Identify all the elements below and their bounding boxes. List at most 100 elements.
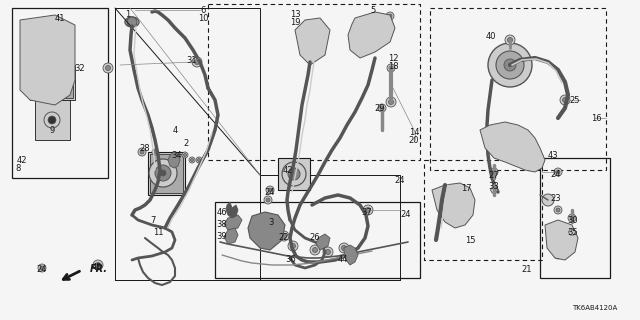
Text: 13: 13 — [290, 10, 300, 19]
Polygon shape — [490, 187, 497, 193]
Bar — [12, 8, 108, 178]
Text: 17: 17 — [461, 183, 471, 193]
Text: 36: 36 — [285, 255, 296, 265]
Circle shape — [279, 231, 289, 241]
Circle shape — [182, 152, 188, 158]
Circle shape — [189, 157, 195, 163]
Circle shape — [386, 97, 396, 107]
Circle shape — [490, 168, 498, 176]
Text: 6: 6 — [200, 5, 205, 14]
Circle shape — [505, 35, 515, 45]
Polygon shape — [344, 245, 358, 265]
Circle shape — [389, 66, 393, 70]
Polygon shape — [224, 215, 242, 230]
Circle shape — [556, 170, 560, 174]
Text: 27: 27 — [489, 171, 499, 180]
Circle shape — [152, 149, 158, 155]
Bar — [278, 158, 310, 190]
Circle shape — [268, 188, 272, 192]
Text: 20: 20 — [409, 135, 419, 145]
Circle shape — [570, 216, 574, 220]
Text: 45: 45 — [92, 263, 102, 273]
Circle shape — [504, 59, 516, 71]
Text: 3: 3 — [268, 218, 274, 227]
Text: 15: 15 — [465, 236, 476, 244]
Text: 34: 34 — [172, 150, 182, 159]
Circle shape — [266, 186, 274, 194]
Circle shape — [154, 150, 157, 154]
Circle shape — [160, 170, 166, 176]
Circle shape — [312, 247, 317, 252]
Text: 2: 2 — [184, 139, 189, 148]
Text: 10: 10 — [198, 13, 208, 22]
Circle shape — [95, 262, 100, 268]
Text: 11: 11 — [153, 228, 163, 236]
Text: 35: 35 — [568, 228, 579, 236]
Text: FR.: FR. — [90, 264, 108, 274]
Text: 37: 37 — [362, 207, 372, 217]
Text: 22: 22 — [279, 233, 289, 242]
Circle shape — [138, 148, 146, 156]
Circle shape — [305, 28, 319, 42]
Circle shape — [310, 245, 320, 255]
Text: 42: 42 — [283, 165, 293, 174]
Circle shape — [323, 247, 333, 257]
Circle shape — [266, 198, 270, 202]
Circle shape — [93, 260, 103, 270]
Text: 23: 23 — [550, 194, 561, 203]
Polygon shape — [545, 220, 578, 260]
Circle shape — [554, 168, 562, 176]
Circle shape — [38, 264, 46, 272]
Bar — [430, 8, 606, 170]
Circle shape — [195, 60, 200, 65]
Text: 5: 5 — [371, 5, 376, 14]
Circle shape — [554, 251, 562, 259]
Bar — [148, 152, 185, 195]
Text: 14: 14 — [409, 127, 419, 137]
Text: 4: 4 — [172, 125, 178, 134]
Text: 40: 40 — [486, 31, 496, 41]
Bar — [208, 4, 420, 160]
Circle shape — [282, 234, 287, 238]
Circle shape — [127, 17, 137, 27]
Circle shape — [198, 158, 200, 162]
Text: 24: 24 — [551, 170, 561, 179]
Text: 8: 8 — [15, 164, 20, 172]
Polygon shape — [20, 15, 75, 105]
Circle shape — [282, 162, 306, 186]
Text: 25: 25 — [570, 95, 580, 105]
Text: 26: 26 — [310, 233, 320, 242]
Circle shape — [387, 64, 395, 72]
Text: TK6AB4120A: TK6AB4120A — [572, 305, 617, 311]
Polygon shape — [568, 229, 575, 235]
Circle shape — [140, 150, 144, 154]
Circle shape — [288, 241, 298, 251]
Circle shape — [106, 66, 111, 70]
Bar — [540, 158, 610, 278]
Text: 38: 38 — [216, 220, 227, 228]
Circle shape — [149, 159, 177, 187]
Circle shape — [291, 244, 296, 249]
Circle shape — [196, 157, 202, 163]
Text: 43: 43 — [548, 150, 558, 159]
Polygon shape — [168, 152, 180, 168]
Circle shape — [380, 106, 384, 110]
Text: 24: 24 — [36, 266, 47, 275]
Circle shape — [42, 70, 62, 90]
Text: 24: 24 — [265, 188, 275, 196]
Circle shape — [542, 194, 554, 206]
Text: 24: 24 — [395, 175, 405, 185]
Text: 9: 9 — [49, 125, 54, 134]
Circle shape — [554, 206, 562, 214]
Polygon shape — [316, 234, 330, 250]
Text: 41: 41 — [55, 13, 65, 22]
Circle shape — [386, 12, 394, 20]
Circle shape — [510, 140, 526, 156]
Text: 18: 18 — [388, 61, 398, 70]
Circle shape — [488, 43, 532, 87]
Circle shape — [103, 63, 113, 73]
Text: 7: 7 — [150, 215, 156, 225]
Circle shape — [264, 196, 272, 204]
Polygon shape — [348, 12, 395, 58]
Circle shape — [44, 112, 60, 128]
